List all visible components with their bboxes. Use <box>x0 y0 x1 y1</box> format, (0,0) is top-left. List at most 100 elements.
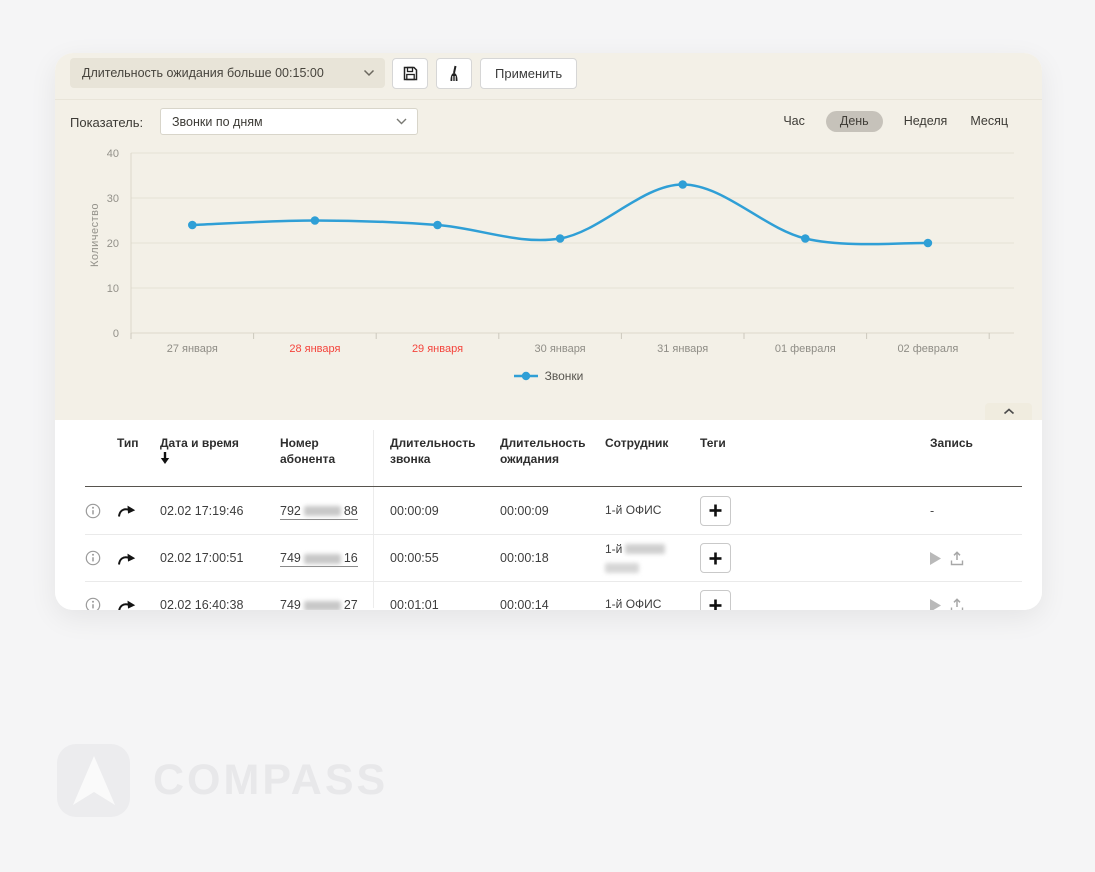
upload-icon <box>950 551 964 566</box>
svg-text:0: 0 <box>113 328 119 340</box>
table-body: 02.02 17:19:46 79288 00:00:09 00:00:09 1… <box>85 487 1022 610</box>
plus-icon <box>709 599 722 611</box>
svg-text:01 февраля: 01 февраля <box>775 343 836 355</box>
add-tag-button[interactable] <box>700 496 731 526</box>
call-duration: 00:00:09 <box>390 504 500 518</box>
call-datetime: 02.02 17:00:51 <box>160 551 280 565</box>
legend-item-calls: Звонки <box>514 369 584 383</box>
indicator-value: Звонки по дням <box>172 115 396 129</box>
header-call-duration[interactable]: Длительность звонка <box>390 435 500 467</box>
redacted-phone-digits <box>304 601 341 610</box>
tab-day[interactable]: День <box>826 111 883 132</box>
header-employee[interactable]: Сотрудник <box>605 435 700 451</box>
play-record-button[interactable] <box>930 599 941 611</box>
redacted-phone-digits <box>304 554 341 564</box>
svg-text:20: 20 <box>107 238 119 250</box>
svg-text:27 января: 27 января <box>167 343 218 355</box>
collapse-chart-button[interactable] <box>985 403 1032 420</box>
header-wait-duration[interactable]: Длительность ожидания <box>500 435 605 467</box>
record-placeholder: - <box>930 504 934 518</box>
svg-text:29 января: 29 января <box>412 343 463 355</box>
header-type[interactable]: Тип <box>117 435 160 451</box>
outgoing-call-icon <box>117 551 137 566</box>
header-datetime[interactable]: Дата и время <box>160 435 280 464</box>
info-icon[interactable] <box>85 503 101 519</box>
play-icon <box>930 552 941 565</box>
calls-table: Тип Дата и время Номер абонента Длительн… <box>85 420 1022 610</box>
call-duration: 00:01:01 <box>390 598 500 610</box>
indicator-dropdown[interactable]: Звонки по дням <box>160 108 418 135</box>
header-record[interactable]: Запись <box>930 435 1022 451</box>
dashboard-card: Длительность ожидания больше 00:15:00 Пр… <box>55 53 1042 610</box>
redacted-phone-digits <box>304 506 341 516</box>
header-phone[interactable]: Номер абонента <box>280 435 373 467</box>
info-icon[interactable] <box>85 550 101 566</box>
tab-hour[interactable]: Час <box>781 112 807 131</box>
compass-logo <box>57 744 130 817</box>
call-analytics-page: { "toolbar": { "filter_value": "Длительн… <box>0 0 1095 872</box>
employee-cell: 1-й <box>605 541 700 576</box>
redacted-employee-text <box>605 563 639 573</box>
add-tag-button[interactable] <box>700 543 731 573</box>
employee-cell: 1-й ОФИС <box>605 502 700 519</box>
svg-text:30: 30 <box>107 193 119 205</box>
tab-week[interactable]: Неделя <box>902 112 950 131</box>
phone-number-link[interactable]: 74927 <box>280 598 358 610</box>
svg-text:02 февраля: 02 февраля <box>897 343 958 355</box>
chevron-down-icon <box>396 118 407 125</box>
wait-duration: 00:00:18 <box>500 551 605 565</box>
svg-text:10: 10 <box>107 283 119 295</box>
chart-legend: Звонки <box>55 369 1042 383</box>
svg-text:31 января: 31 января <box>657 343 708 355</box>
svg-text:30 января: 30 января <box>535 343 586 355</box>
calls-table-section: Тип Дата и время Номер абонента Длительн… <box>55 420 1042 610</box>
outgoing-call-icon <box>117 503 137 518</box>
info-icon[interactable] <box>85 597 101 610</box>
brand-name: COMPASS <box>153 756 388 805</box>
upload-icon <box>950 598 964 611</box>
chevron-down-icon <box>363 69 375 77</box>
svg-text:40: 40 <box>107 148 119 160</box>
saved-filter-dropdown[interactable]: Длительность ожидания больше 00:15:00 <box>70 58 385 88</box>
svg-text:28 января: 28 января <box>289 343 340 355</box>
chart-panel: Длительность ожидания больше 00:15:00 Пр… <box>55 53 1042 420</box>
play-icon <box>930 599 941 611</box>
wait-duration: 00:00:14 <box>500 598 605 610</box>
wait-duration: 00:00:09 <box>500 504 605 518</box>
legend-label: Звонки <box>545 369 584 383</box>
broom-clear-icon <box>446 65 462 82</box>
add-tag-button[interactable] <box>700 590 731 610</box>
calls-line-chart: 0 10 20 30 40 27 января 28 января 29 января 30 я… <box>80 145 1020 363</box>
save-filter-button[interactable] <box>392 58 428 89</box>
phone-number-link[interactable]: 74916 <box>280 551 358 567</box>
call-datetime: 02.02 17:19:46 <box>160 504 280 518</box>
table-row[interactable]: 02.02 17:00:51 74916 00:00:55 00:00:18 1… <box>85 534 1022 581</box>
call-datetime: 02.02 16:40:38 <box>160 598 280 610</box>
call-duration: 00:00:55 <box>390 551 500 565</box>
phone-number-link[interactable]: 79288 <box>280 504 358 520</box>
header-tags[interactable]: Теги <box>700 435 930 451</box>
floppy-save-icon <box>402 65 419 82</box>
saved-filter-value: Длительность ожидания больше 00:15:00 <box>82 66 363 80</box>
chevron-up-icon <box>1003 408 1015 415</box>
export-record-button[interactable] <box>950 598 964 611</box>
table-row[interactable]: 02.02 16:40:38 74927 00:01:01 00:00:14 1… <box>85 581 1022 610</box>
line-series-marker-icon <box>514 371 538 381</box>
table-row[interactable]: 02.02 17:19:46 79288 00:00:09 00:00:09 1… <box>85 487 1022 534</box>
play-record-button[interactable] <box>930 552 941 565</box>
plus-icon <box>709 504 722 517</box>
indicator-label: Показатель: <box>70 115 143 130</box>
tab-month[interactable]: Месяц <box>968 112 1010 131</box>
sort-desc-icon[interactable] <box>160 452 170 464</box>
export-record-button[interactable] <box>950 551 964 566</box>
table-header-row: Тип Дата и время Номер абонента Длительн… <box>85 420 1022 487</box>
redacted-employee-text <box>625 544 665 554</box>
employee-cell: 1-й ОФИС <box>605 596 700 610</box>
period-tabs: Час День Неделя Месяц <box>781 111 1010 132</box>
outgoing-call-icon <box>117 598 137 611</box>
plus-icon <box>709 552 722 565</box>
brand-watermark: COMPASS <box>57 744 388 817</box>
clear-filter-button[interactable] <box>436 58 472 89</box>
compass-arrow-icon <box>71 755 117 807</box>
apply-button[interactable]: Применить <box>480 58 577 89</box>
